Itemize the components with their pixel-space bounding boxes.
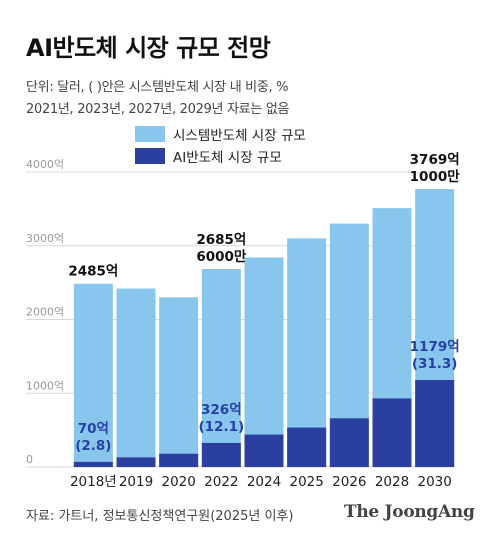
data-label-ai: 70억 (78, 421, 109, 437)
legend-item-system: 시스템반도체 시장 규모 (135, 124, 306, 144)
data-label-system: 6000만 (196, 249, 247, 265)
legend-label-system: 시스템반도체 시장 규모 (173, 128, 306, 144)
bar-system (73, 283, 113, 467)
x-tick-label: 2028 (375, 474, 409, 490)
chart-missing-data-note: 2021년, 2023년, 2027년, 2029년 자료는 없음 (26, 102, 290, 117)
x-tick-label: 2025 (289, 474, 323, 490)
chart-title: AI반도체 시장 규모 전망 (26, 34, 271, 62)
data-label-system: 3769억 (410, 152, 460, 168)
bar-ai (287, 427, 327, 467)
x-tick-label: 2026 (332, 474, 366, 490)
bar-ai (116, 457, 156, 467)
bar-system (116, 288, 156, 467)
y-tick-label: 3000억 (26, 232, 64, 245)
data-label-system: 1000만 (410, 169, 461, 185)
bar-ai (244, 434, 284, 467)
bar-ai (329, 418, 369, 467)
bar-ai (372, 398, 412, 467)
x-tick-label: 2030 (417, 474, 451, 490)
data-label-ai: 1179억 (410, 339, 460, 355)
x-tick-label: 2018년 (70, 474, 117, 490)
source-note: 자료: 가트너, 정보통신정책연구원(2025년 이후) (26, 509, 294, 524)
brand-logo: The JoongAng (344, 502, 475, 522)
legend-swatch-ai (135, 148, 165, 164)
bar-system (201, 268, 241, 467)
bar-ai (201, 442, 241, 467)
data-label-ai: 326억 (201, 402, 242, 418)
data-label-ai: (12.1) (199, 419, 245, 435)
legend-swatch-system (135, 126, 165, 142)
bar-ai (415, 380, 455, 467)
data-label-system: 2685억 (196, 232, 246, 248)
bar-system (159, 297, 199, 467)
chart-unit-note: 단위: 달러, ( )안은 시스템반도체 시장 내 비중, % (26, 80, 289, 95)
legend-label-ai: AI반도체 시장 규모 (173, 150, 282, 166)
data-label-ai: (2.8) (75, 438, 111, 454)
x-tick-label: 2024 (247, 474, 281, 490)
bar-ai (73, 461, 113, 467)
y-tick-label: 0 (26, 453, 33, 466)
x-tick-label: 2019 (119, 474, 153, 490)
y-tick-label: 4000억 (26, 158, 64, 171)
data-label-ai: (31.3) (412, 356, 458, 372)
data-label-system: 2485억 (68, 264, 118, 280)
legend-item-ai: AI반도체 시장 규모 (135, 146, 282, 166)
y-tick-label: 1000억 (26, 379, 64, 392)
y-tick-label: 2000억 (26, 306, 64, 319)
x-tick-label: 2020 (161, 474, 195, 490)
x-tick-label: 2022 (204, 474, 238, 490)
bar-system (244, 257, 284, 467)
bar-ai (159, 453, 199, 467)
